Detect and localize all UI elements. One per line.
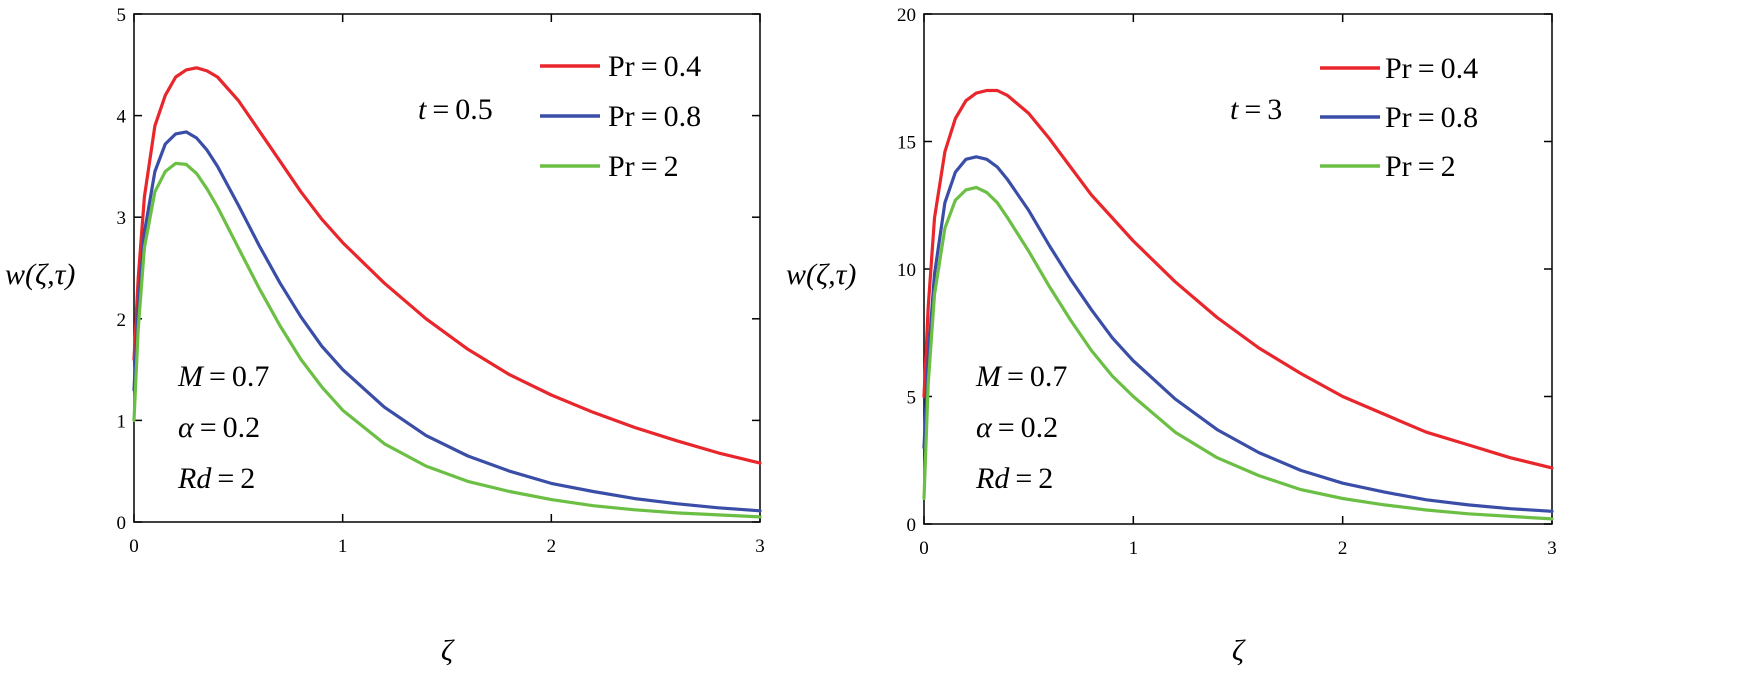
parameter-annotation-2: α = 0.2 bbox=[976, 411, 1058, 444]
y-tick-label: 0 bbox=[907, 515, 917, 536]
parameter-annotation-1: M = 0.7 bbox=[177, 360, 269, 393]
series-line-2 bbox=[132, 130, 762, 513]
y-tick-label: 0 bbox=[117, 513, 127, 534]
y-axis-label: w(ζ,τ) bbox=[786, 258, 856, 291]
legend-label-1: Pr = 0.4 bbox=[608, 50, 701, 83]
x-tick-label: 2 bbox=[547, 536, 557, 557]
legend-label-2: Pr = 0.8 bbox=[608, 100, 701, 133]
y-tick-label: 5 bbox=[117, 5, 127, 26]
series-line-1 bbox=[922, 88, 1554, 470]
plot-frame bbox=[133, 13, 761, 523]
x-tick-label: 0 bbox=[129, 536, 139, 557]
legend-label-3: Pr = 2 bbox=[608, 150, 679, 183]
legend-label-1: Pr = 0.4 bbox=[1385, 52, 1478, 85]
series-line-1 bbox=[132, 66, 762, 465]
x-tick-label: 3 bbox=[755, 536, 765, 557]
x-tick-label: 2 bbox=[1338, 538, 1348, 559]
y-tick-label: 1 bbox=[117, 411, 127, 432]
y-tick-label: 5 bbox=[907, 388, 917, 409]
parameter-annotation-2: α = 0.2 bbox=[178, 411, 260, 444]
x-tick-label: 1 bbox=[1129, 538, 1139, 559]
x-tick-label: 0 bbox=[919, 538, 929, 559]
y-tick-label: 4 bbox=[117, 107, 127, 128]
y-tick-label: 2 bbox=[117, 310, 127, 331]
time-annotation: t = 3 bbox=[1230, 93, 1282, 126]
y-axis-label: w(ζ,τ) bbox=[5, 258, 75, 291]
parameter-annotation-1: M = 0.7 bbox=[975, 360, 1067, 393]
series-line-2 bbox=[922, 155, 1554, 513]
y-tick-label: 20 bbox=[897, 5, 916, 26]
x-axis-label: ζ bbox=[1232, 634, 1246, 667]
x-axis-label: ζ bbox=[441, 634, 455, 667]
parameter-annotation-3: Rd = 2 bbox=[975, 462, 1053, 495]
parameter-annotation-3: Rd = 2 bbox=[177, 462, 255, 495]
legend-label-2: Pr = 0.8 bbox=[1385, 101, 1478, 134]
chart-panel-1: 0 1 2 3 4 5 0 1 2 3 ζ w(ζ,τ) Pr = 0.4 Pr = 0.8 Pr = 2 t = 0.5 M =… bbox=[5, 5, 765, 667]
plot-frame bbox=[923, 13, 1553, 525]
series-line-3 bbox=[922, 185, 1554, 521]
legend-label-3: Pr = 2 bbox=[1385, 150, 1456, 183]
x-tick-label: 3 bbox=[1547, 538, 1557, 559]
x-tick-label: 1 bbox=[338, 536, 348, 557]
chart-panel-2: 0 5 10 15 20 0 1 2 3 ζ w(ζ,τ) Pr = 0.4 Pr = 0.8 Pr = 2 t = 3 M =… bbox=[786, 5, 1557, 667]
y-tick-label: 15 bbox=[897, 133, 916, 154]
time-annotation: t = 0.5 bbox=[418, 93, 493, 126]
y-tick-label: 10 bbox=[897, 260, 916, 281]
y-tick-label: 3 bbox=[117, 208, 127, 229]
series-line-3 bbox=[132, 161, 762, 519]
